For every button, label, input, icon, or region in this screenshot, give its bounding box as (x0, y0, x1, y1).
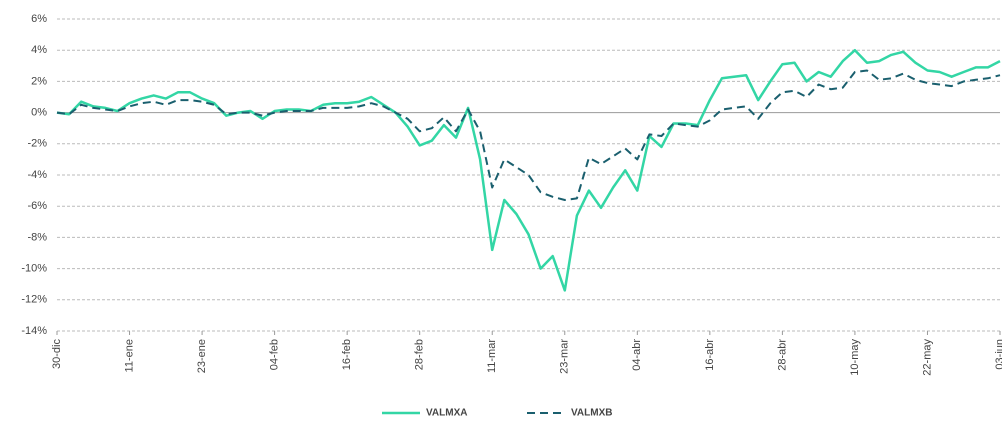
x-tick-label: 11-mar (486, 339, 498, 373)
y-tick-label: 6% (31, 13, 47, 25)
x-tick-label: 16-feb (341, 339, 353, 370)
series-line (56, 48, 1001, 292)
y-tick-label: 4% (31, 44, 47, 56)
legend-label: VALMXB (571, 408, 612, 419)
y-tick-label: -6% (27, 200, 47, 212)
x-tick-label: 04-abr (631, 339, 643, 371)
x-tick-label: 23-ene (196, 339, 208, 373)
x-tick-label: 04-feb (269, 339, 281, 370)
x-tick-label: 11-ene (123, 339, 135, 372)
y-tick-label: -2% (27, 138, 47, 150)
x-tick-label: 30-dic (51, 339, 63, 369)
y-tick-label: -10% (21, 263, 47, 275)
legend-label: VALMXA (426, 408, 467, 419)
y-tick-label: -8% (27, 231, 47, 243)
y-tick-label: -4% (27, 169, 47, 181)
y-tick-label: -12% (21, 294, 47, 306)
x-tick-label: 03-jun (994, 339, 1002, 370)
y-tick-label: 2% (31, 75, 47, 87)
y-tick-label: 0% (31, 107, 47, 119)
series-line (56, 69, 1001, 201)
y-tick-label: -14% (21, 325, 47, 337)
x-tick-label: 23-mar (559, 339, 571, 374)
x-tick-label: 10-may (849, 339, 861, 376)
x-tick-label: 28-feb (414, 339, 426, 370)
x-tick-label: 28-abr (776, 339, 788, 371)
x-tick-label: 22-may (921, 339, 933, 376)
x-tick-label: 16-abr (704, 339, 716, 371)
